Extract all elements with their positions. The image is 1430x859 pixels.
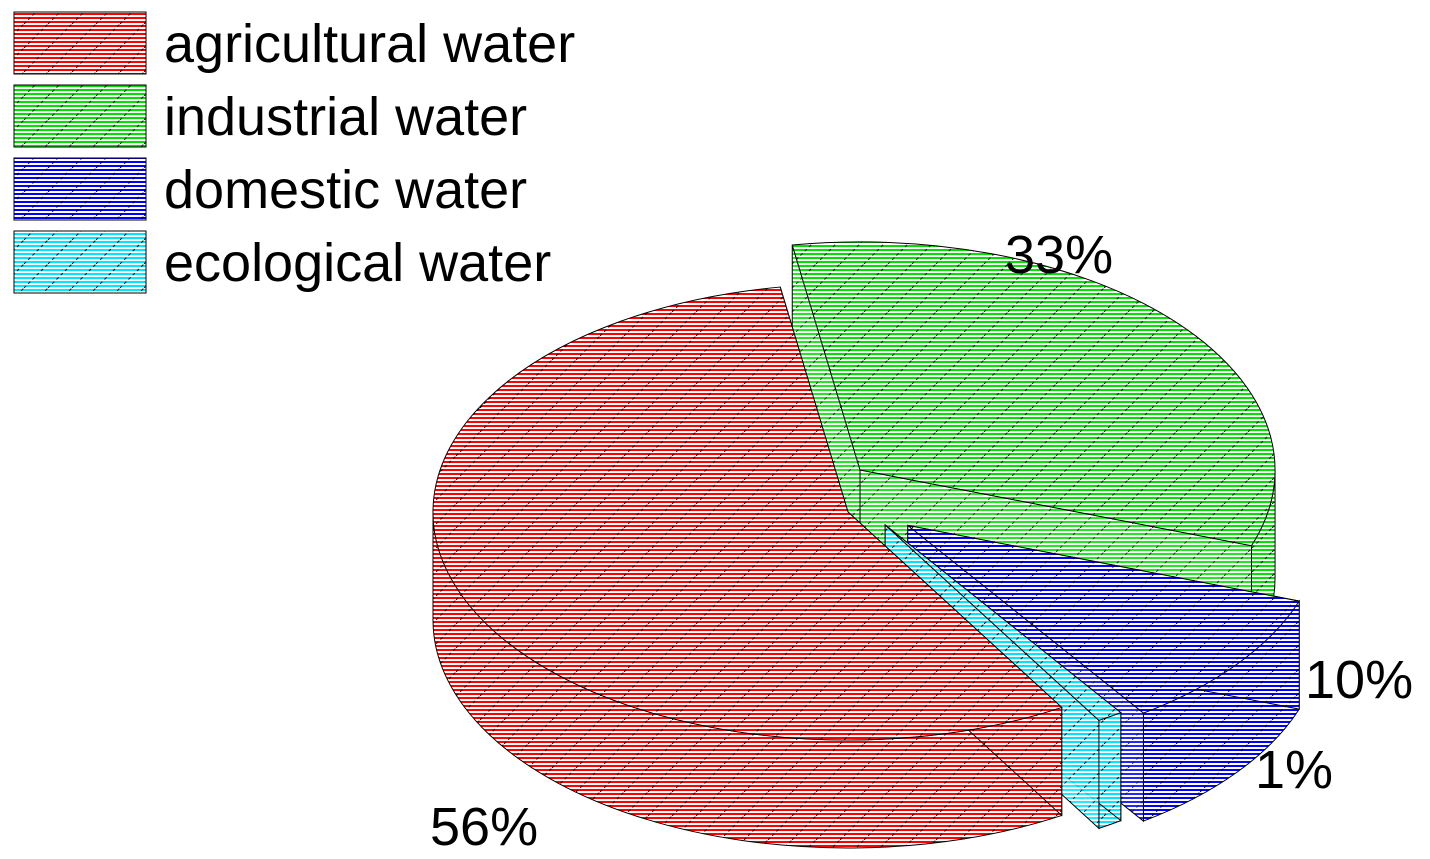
legend-swatch	[13, 230, 147, 294]
pct-label-ecological-water: 1%	[1255, 740, 1333, 800]
pie-labels: 56% 33% 10% 1%	[430, 225, 1413, 857]
legend-label: domestic water	[164, 160, 527, 220]
legend-label: ecological water	[164, 233, 551, 293]
legend-item-ecological-water: ecological water	[13, 230, 551, 294]
legend-label: agricultural water	[164, 14, 575, 74]
pct-label-industrial-water: 33%	[1005, 225, 1113, 285]
pie-slice-domestic-water	[907, 524, 1301, 714]
legend-item-domestic-water: domestic water	[13, 157, 527, 221]
pie-slice-industrial-water	[791, 241, 1276, 547]
pie-slice-agricultural-water	[432, 286, 1063, 741]
pct-label-domestic-water: 10%	[1305, 650, 1413, 710]
legend: agricultural water industrial water domest…	[13, 11, 575, 294]
pie-tops	[432, 241, 1301, 741]
legend-swatch	[13, 157, 147, 221]
legend-swatch	[13, 11, 147, 75]
legend-swatch	[13, 84, 147, 148]
pie-slice-ecological-water	[884, 524, 1122, 721]
legend-item-agricultural-water: agricultural water	[13, 11, 575, 75]
legend-label: industrial water	[164, 87, 527, 147]
legend-item-industrial-water: industrial water	[13, 84, 527, 148]
pct-label-agricultural-water: 56%	[430, 797, 538, 857]
